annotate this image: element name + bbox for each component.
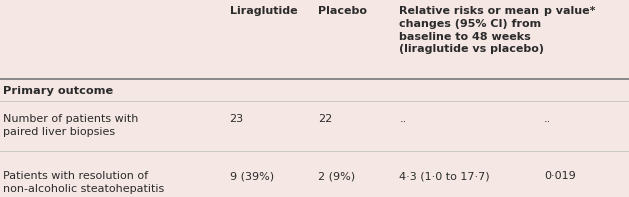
Text: 23: 23 [230,114,243,124]
Text: p value*: p value* [544,6,596,16]
Text: Primary outcome: Primary outcome [3,86,113,96]
Text: 2 (9%): 2 (9%) [318,171,355,181]
Text: Number of patients with
paired liver biopsies: Number of patients with paired liver bio… [3,114,138,137]
Text: ..: .. [399,114,407,124]
Text: Relative risks or mean
changes (95% CI) from
baseline to 48 weeks
(liraglutide v: Relative risks or mean changes (95% CI) … [399,6,545,54]
Text: ..: .. [544,114,552,124]
Text: Placebo: Placebo [318,6,367,16]
Text: Liraglutide: Liraglutide [230,6,298,16]
Text: 22: 22 [318,114,332,124]
Text: Patients with resolution of
non-alcoholic steatohepatitis: Patients with resolution of non-alcoholi… [3,171,164,194]
Text: 4·3 (1·0 to 17·7): 4·3 (1·0 to 17·7) [399,171,490,181]
Text: 9 (39%): 9 (39%) [230,171,274,181]
Text: 0·019: 0·019 [544,171,576,181]
